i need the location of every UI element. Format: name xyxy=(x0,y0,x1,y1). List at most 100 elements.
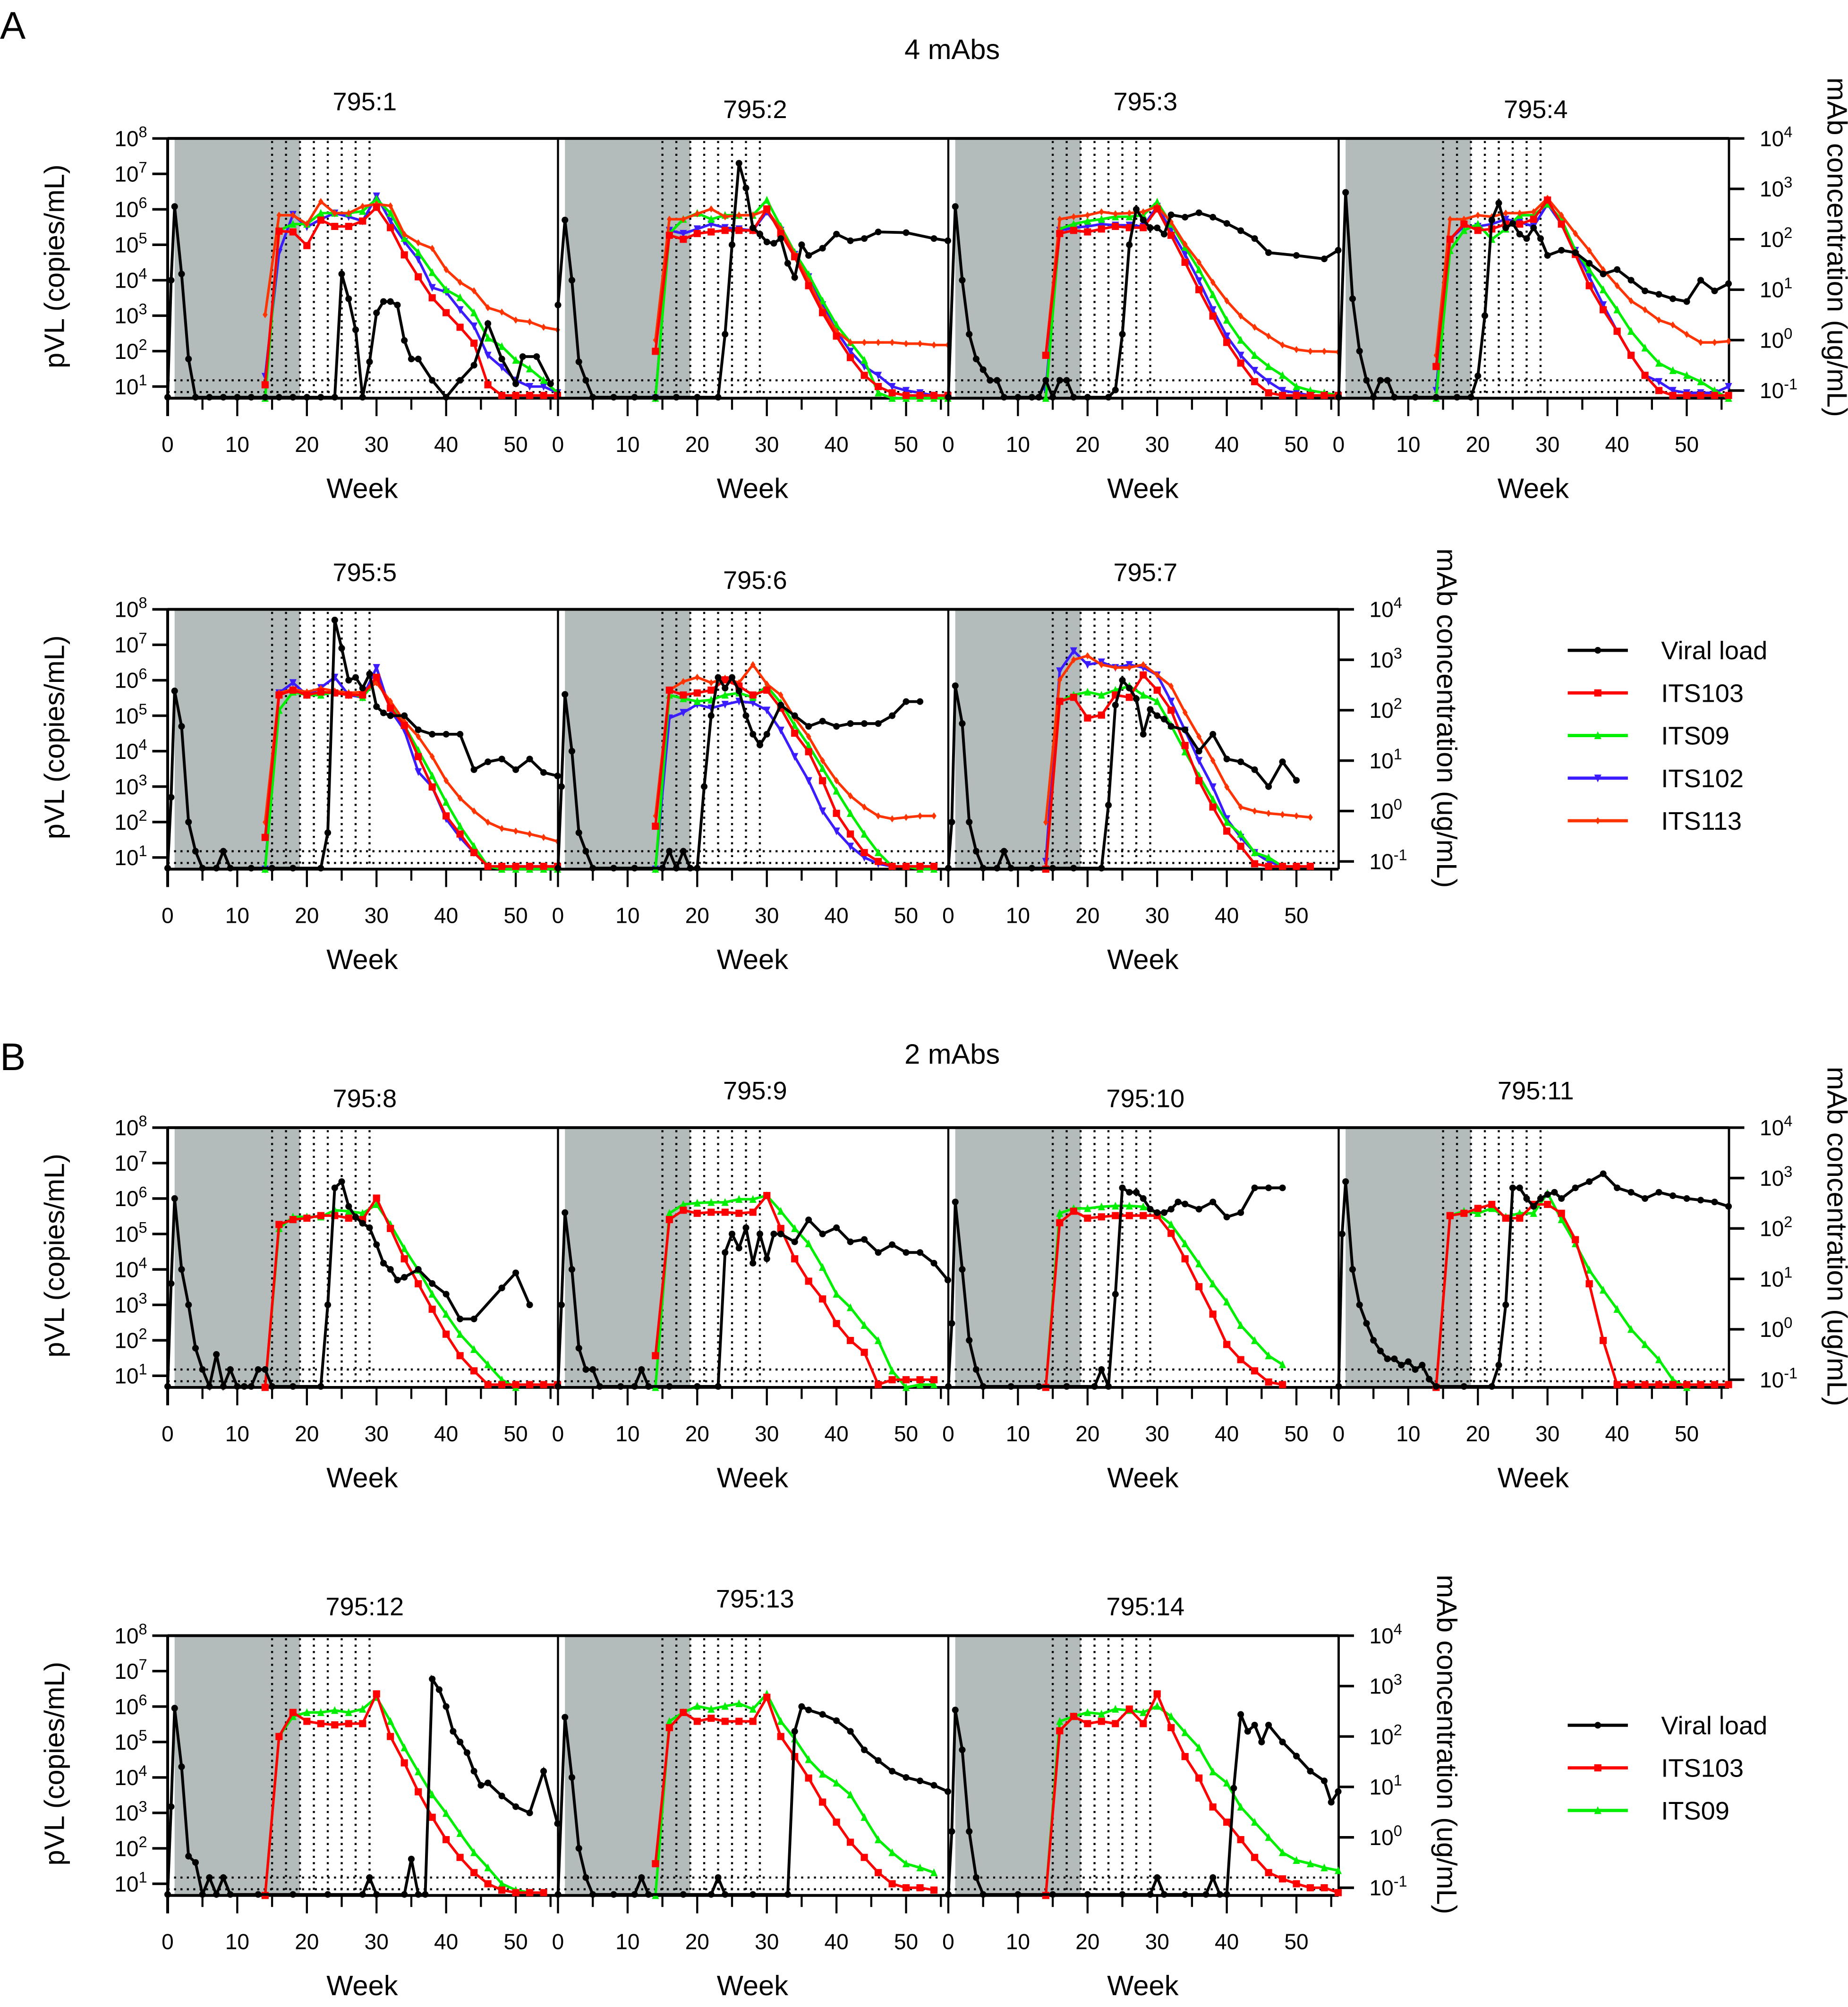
its103-point xyxy=(1613,327,1621,335)
its113-point xyxy=(1266,809,1271,817)
its103-point xyxy=(1112,1720,1119,1727)
its103-point xyxy=(540,391,547,399)
viral-load-point xyxy=(234,394,241,401)
its09-point xyxy=(1655,358,1663,367)
viral-load-point xyxy=(275,394,282,401)
chart-panel-795-3: 0 10 20 30 40 50 Week 795:3 xyxy=(942,88,1342,504)
viral-load-point xyxy=(1119,1891,1126,1898)
its103-point xyxy=(359,217,366,225)
its103-point xyxy=(512,391,519,399)
its113-line xyxy=(1435,196,1729,356)
its102-point xyxy=(1181,251,1189,259)
series-its103 xyxy=(261,673,562,870)
panel-title: 795:5 xyxy=(332,559,397,587)
viral-load-point xyxy=(1209,1874,1217,1881)
its102-point xyxy=(875,372,882,380)
its103-point xyxy=(289,1216,297,1224)
viral-load-point xyxy=(798,241,805,248)
series-viral-load xyxy=(164,203,554,401)
y-left-tick-label: 108 xyxy=(114,123,147,151)
panel-letter-a: A xyxy=(0,4,26,47)
its09-point xyxy=(387,1717,394,1725)
its103-point xyxy=(680,691,687,699)
y-right-tick-label: 104 xyxy=(1760,1113,1792,1140)
y-right-tick-label: 101 xyxy=(1370,1772,1402,1799)
viral-load-point xyxy=(1147,1206,1154,1213)
viral-load-point xyxy=(596,1383,603,1390)
x-tick-label: 30 xyxy=(1535,432,1559,457)
viral-load-point xyxy=(791,274,798,281)
viral-load-point xyxy=(554,865,562,872)
its103-point xyxy=(470,1869,478,1876)
its103-point xyxy=(1209,1803,1217,1811)
viral-load-point xyxy=(185,1853,192,1860)
viral-load-point xyxy=(1154,224,1161,231)
its103-point xyxy=(443,309,450,316)
its103-point xyxy=(902,1376,910,1384)
its103-point xyxy=(721,1718,729,1725)
its113-point xyxy=(1168,218,1174,226)
its113-line xyxy=(264,681,558,843)
viral-load-point xyxy=(979,1383,987,1390)
x-tick-label: 50 xyxy=(894,1421,918,1446)
viral-load-point xyxy=(435,1686,443,1693)
its09-point xyxy=(707,1705,715,1713)
panel-letter-b: B xyxy=(0,1036,26,1079)
its103-point xyxy=(749,691,757,699)
its09-point xyxy=(1153,197,1161,206)
viral-load-point xyxy=(1412,394,1419,401)
its103-point xyxy=(387,704,394,712)
its09-point xyxy=(1070,220,1077,228)
its103-point xyxy=(1181,258,1189,266)
viral-load-point xyxy=(533,353,540,360)
x-tick-label: 0 xyxy=(1333,432,1345,457)
its09-point xyxy=(721,690,729,699)
its103-point xyxy=(1125,1212,1133,1219)
its103-point xyxy=(1140,1720,1147,1727)
its09-point xyxy=(470,308,478,316)
viral-load-point xyxy=(1391,1355,1398,1362)
its102-point xyxy=(1070,647,1077,655)
its103-point xyxy=(526,1381,534,1388)
its103-point xyxy=(1711,391,1719,399)
series-viral-load xyxy=(1335,1170,1732,1390)
its103-point xyxy=(317,216,324,224)
its103-point xyxy=(1084,1720,1091,1727)
viral-load-point xyxy=(1530,1203,1537,1210)
y-left-tick-label: 101 xyxy=(114,1361,147,1388)
its103-point xyxy=(652,1352,659,1360)
its103-point xyxy=(1084,1215,1091,1222)
its103-point xyxy=(777,1733,784,1740)
viral-load-point xyxy=(1133,206,1140,213)
its09-point xyxy=(1697,377,1704,385)
its09-point xyxy=(289,220,297,228)
viral-load-point xyxy=(1432,1383,1439,1390)
its103-line xyxy=(1044,672,1311,869)
viral-load-point xyxy=(784,260,792,267)
its102-point xyxy=(763,706,771,714)
y-left-tick-label: 106 xyxy=(114,665,147,693)
viral-load-point xyxy=(457,1315,464,1323)
series-its113 xyxy=(653,661,937,823)
viral-load-point xyxy=(526,1301,533,1309)
its103-point xyxy=(930,391,938,399)
viral-load-point xyxy=(171,1705,178,1712)
viral-load-point xyxy=(317,865,324,872)
y-left-tick-label: 108 xyxy=(114,1621,147,1648)
series-its103 xyxy=(261,1690,547,1899)
x-tick-label: 20 xyxy=(1075,432,1099,457)
its113-point xyxy=(388,697,393,705)
viral-load-point xyxy=(749,1891,757,1898)
its113-point xyxy=(263,311,268,318)
viral-load-point xyxy=(498,356,505,363)
y-right-tick-label: 102 xyxy=(1760,224,1792,252)
viral-load-point xyxy=(875,1249,882,1256)
viral-load-point xyxy=(1028,394,1035,401)
its103-point xyxy=(875,1869,882,1876)
viral-load-point xyxy=(1098,1366,1105,1373)
its103-point xyxy=(735,1718,743,1725)
legend-item-viral-load: Viral load xyxy=(1567,1711,1767,1740)
its103-point xyxy=(860,1349,868,1356)
x-tick-label: 20 xyxy=(1075,1421,1099,1446)
its103-point xyxy=(526,391,534,399)
